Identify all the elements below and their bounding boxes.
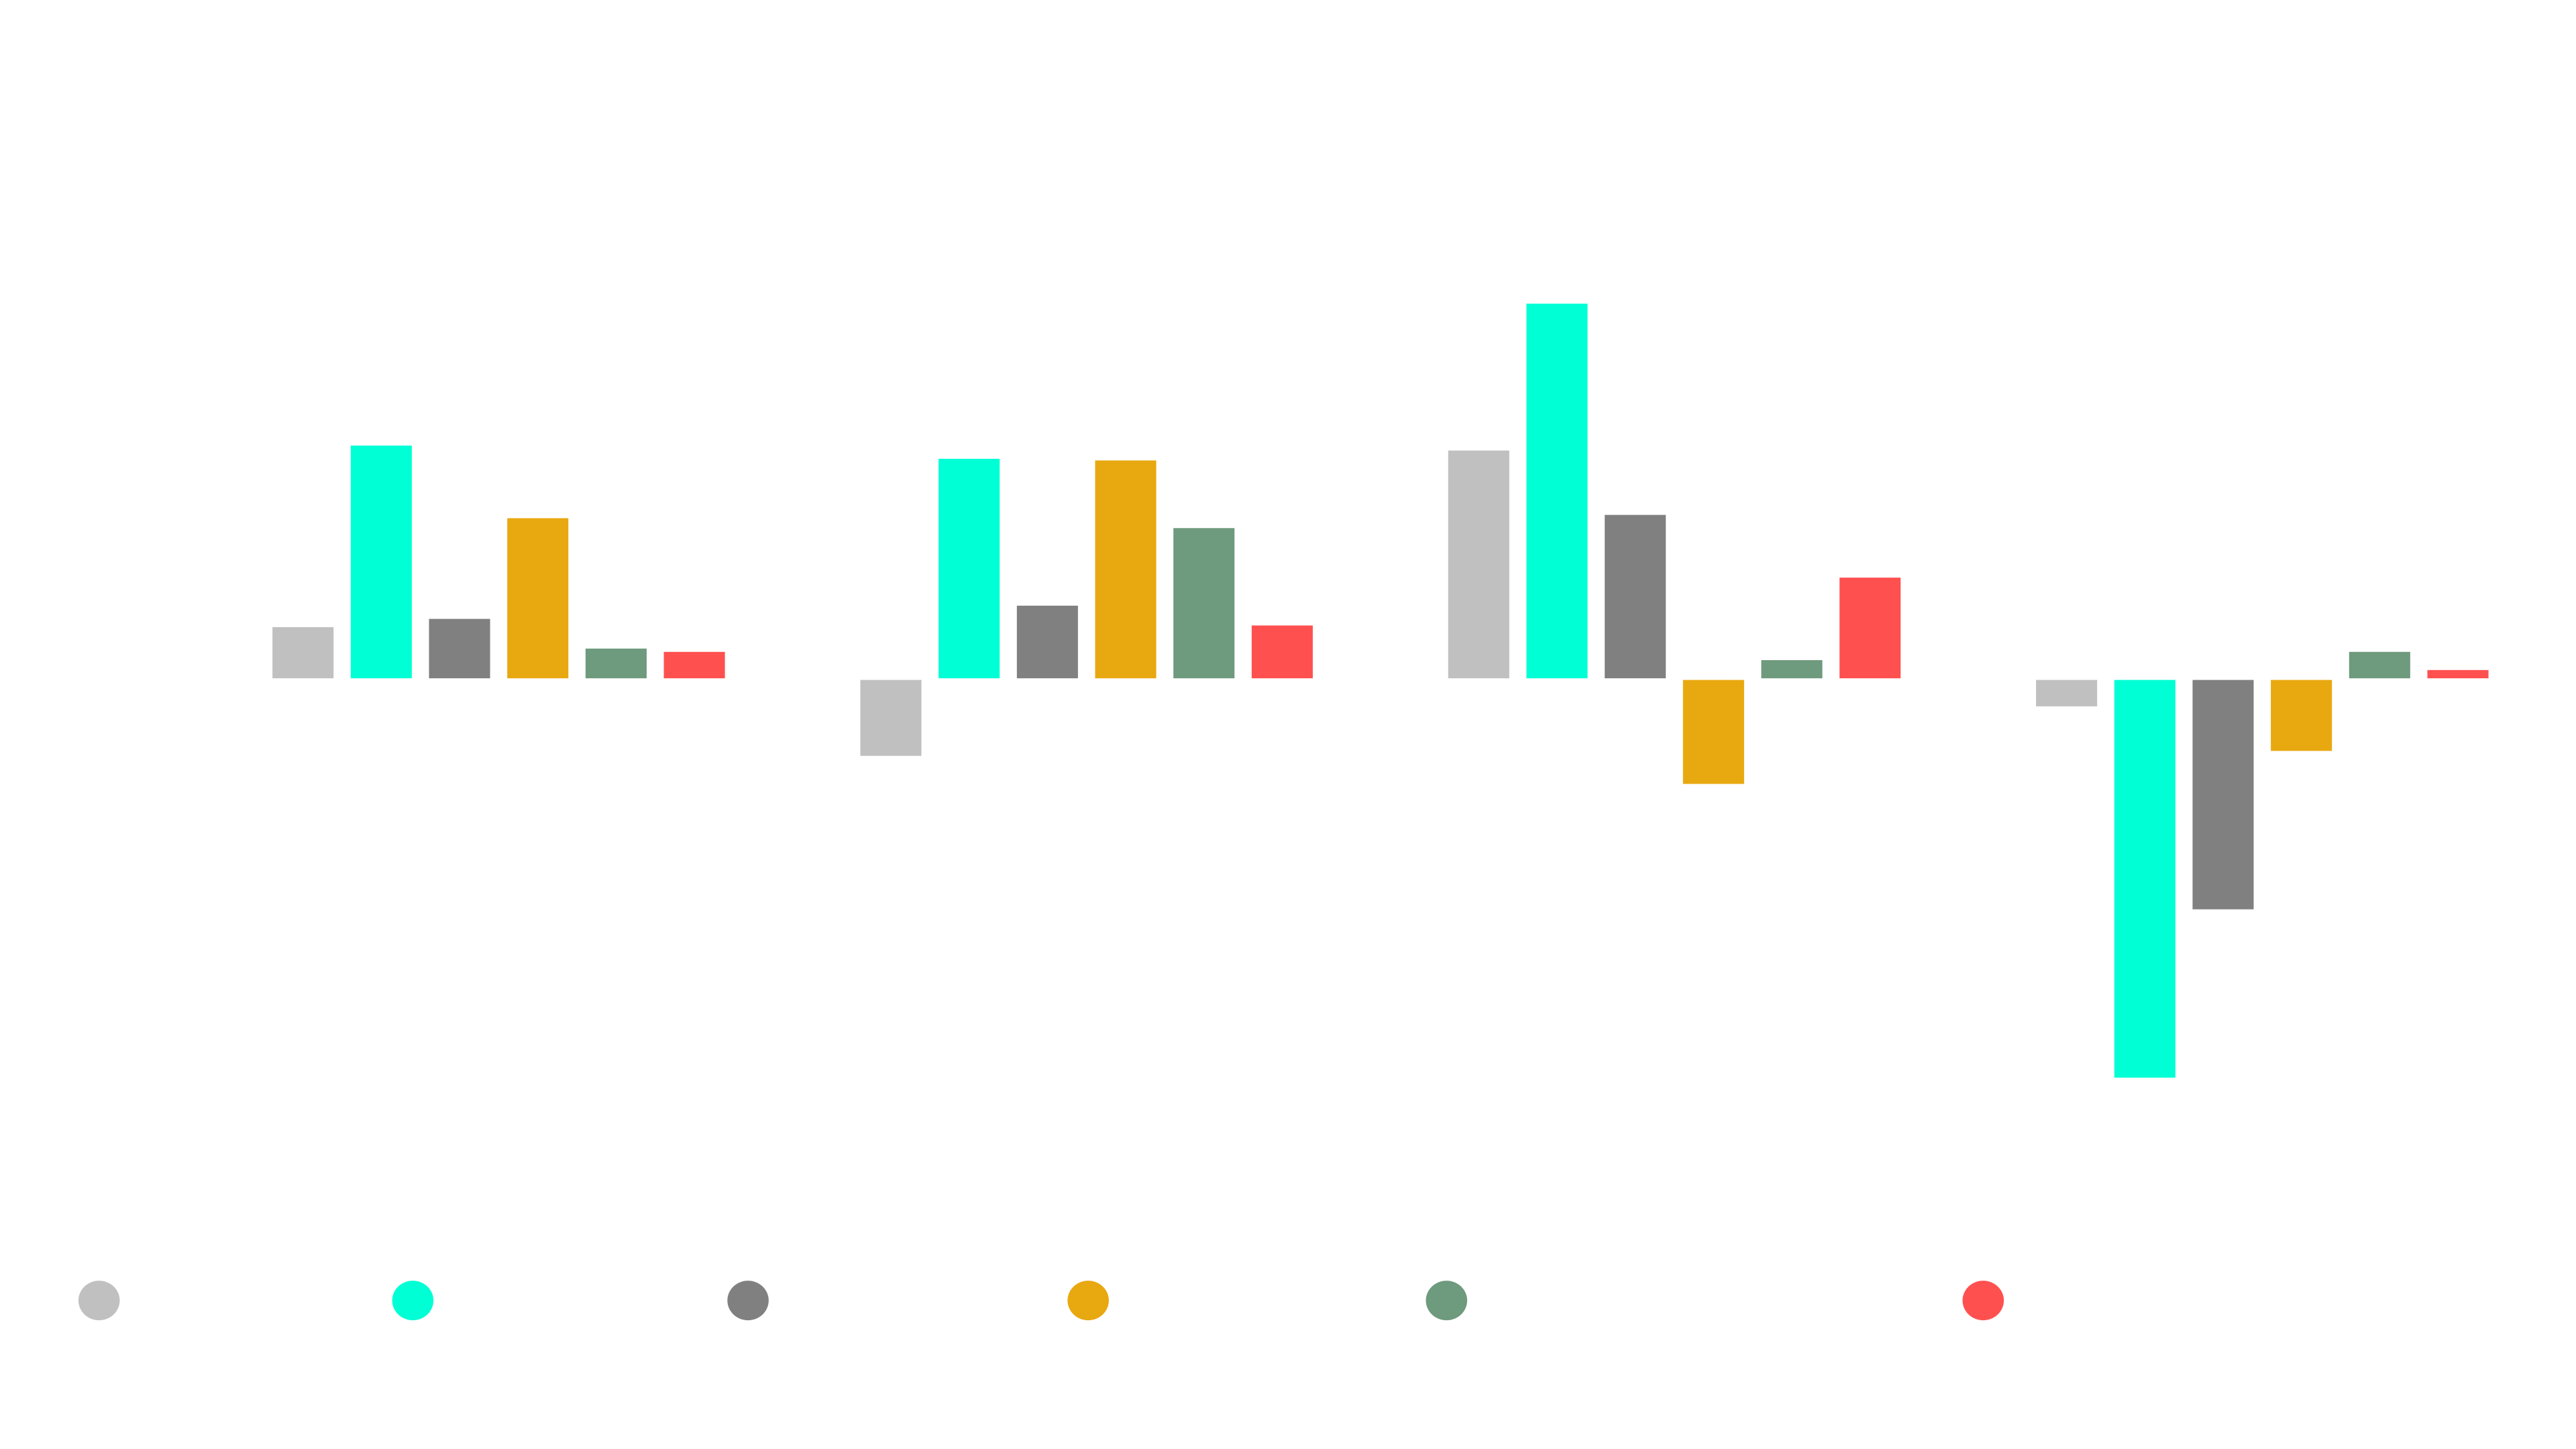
bar-series-5-group-2: [1173, 528, 1235, 679]
bar-series-4-group-2: [1095, 460, 1157, 679]
bar-series-2-group-1: [350, 445, 412, 679]
legend-marker-series-1[interactable]: [78, 1281, 120, 1321]
bar-series-5-group-1: [585, 648, 647, 679]
bar-series-5-group-4: [2349, 651, 2410, 679]
bar-series-1-group-2: [860, 680, 922, 756]
legend-marker-series-4[interactable]: [1067, 1281, 1109, 1321]
bar-series-1-group-1: [272, 627, 334, 679]
bar-series-2-group-3: [1526, 303, 1588, 679]
bar-series-6-group-4: [2427, 669, 2489, 679]
bar-series-3-group-1: [429, 619, 490, 679]
bar-series-2-group-4: [2114, 680, 2176, 1078]
bar-series-4-group-1: [507, 518, 569, 679]
bar-series-6-group-2: [1251, 625, 1313, 679]
legend: [78, 1281, 2004, 1321]
bar-series-1-group-4: [2036, 680, 2098, 706]
legend-marker-series-2[interactable]: [392, 1281, 434, 1321]
bar-series-5-group-3: [1761, 660, 1823, 679]
bars-layer: [272, 303, 2489, 1078]
bar-series-4-group-4: [2271, 680, 2332, 751]
bar-series-3-group-2: [1016, 605, 1078, 679]
legend-marker-series-3[interactable]: [727, 1281, 769, 1321]
bar-series-3-group-4: [2192, 680, 2254, 910]
bar-series-4-group-3: [1682, 680, 1744, 784]
bar-series-2-group-2: [938, 458, 1000, 679]
bar-series-3-group-3: [1605, 515, 1666, 679]
legend-marker-series-6[interactable]: [1962, 1281, 2004, 1321]
bar-series-6-group-3: [1839, 578, 1901, 679]
legend-marker-series-5[interactable]: [1426, 1281, 1468, 1321]
bar-series-1-group-3: [1448, 450, 1509, 679]
bar-series-6-group-1: [663, 651, 725, 679]
